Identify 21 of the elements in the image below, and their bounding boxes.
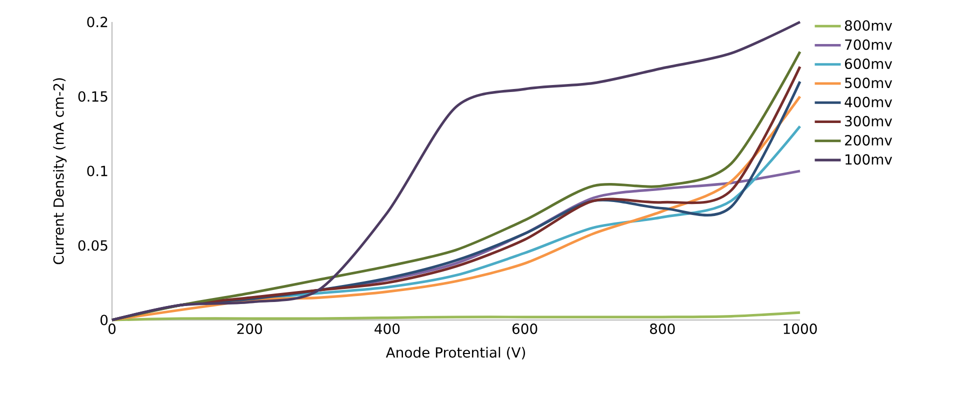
legend-label: 500mv [845, 78, 892, 88]
y-tick-label: 0.05 [78, 240, 108, 251]
legend-label: 300mv [845, 116, 892, 126]
legend-label: 700mv [845, 39, 892, 50]
legend-label: 800mv [844, 20, 892, 31]
legend-label: 200mv [845, 135, 892, 146]
y-tick-label: 0.15 [78, 91, 108, 102]
legend-label: 100mv [846, 154, 892, 165]
y-tick-label: 0.2 [87, 16, 108, 28]
x-axis-title: Anode Protential (V) [386, 346, 526, 360]
legend-label: 600mv [844, 58, 892, 70]
x-tick-label: 800 [650, 324, 675, 334]
y-axis-title: Current Density (mA cm-2) [53, 78, 67, 264]
x-tick-label: 600 [512, 324, 538, 334]
legend-label: 400mv [844, 96, 892, 108]
x-tick-label: 0 [108, 324, 116, 334]
x-tick-label: 400 [374, 324, 400, 334]
x-tick-label: 200 [237, 324, 262, 334]
y-tick-label: 0.1 [87, 166, 108, 176]
y-tick-label: 0 [100, 314, 108, 326]
x-tick-label: 1000 [784, 324, 817, 334]
